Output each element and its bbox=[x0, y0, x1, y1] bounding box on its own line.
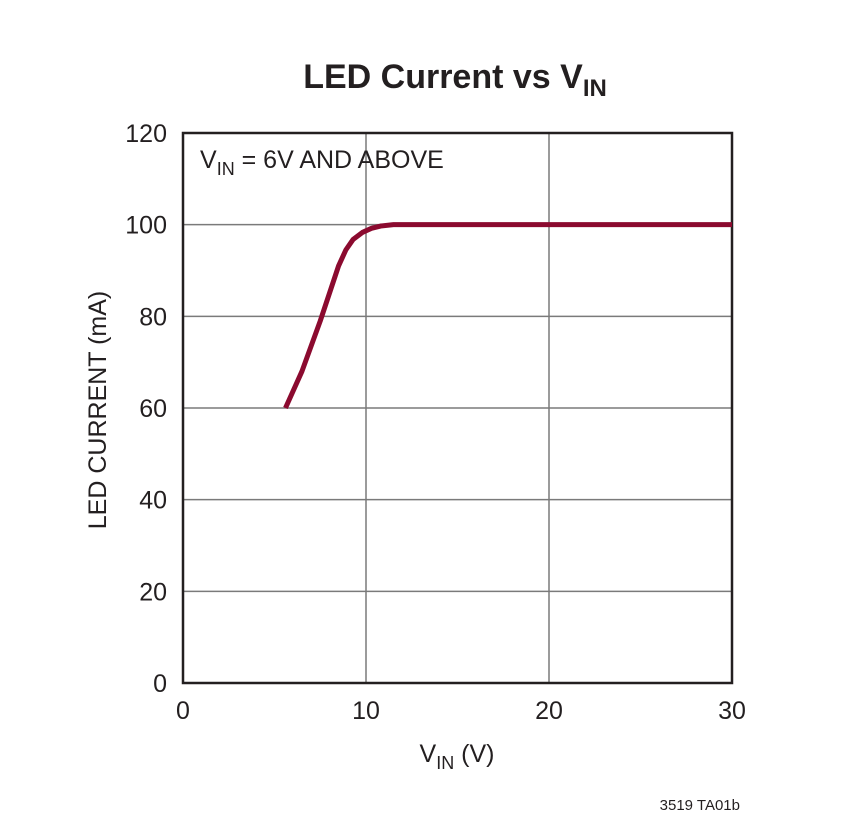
x-tick-label: 10 bbox=[352, 697, 380, 725]
x-tick-label: 20 bbox=[535, 697, 563, 725]
y-tick-label: 80 bbox=[139, 303, 167, 331]
series-line-0 bbox=[283, 222, 732, 410]
x-axis-label: VIN (V) bbox=[420, 740, 495, 773]
chart-title-sub: IN bbox=[583, 75, 607, 102]
x-axis-label-unit: (V) bbox=[454, 740, 494, 768]
annotation: VIN = 6V AND ABOVE bbox=[200, 146, 444, 179]
x-axis-label-main: V bbox=[420, 740, 437, 768]
x-tick-label: 0 bbox=[176, 697, 190, 725]
x-tick-label: 30 bbox=[718, 697, 746, 725]
y-tick-label: 120 bbox=[125, 120, 167, 148]
annotation-rest: = 6V AND ABOVE bbox=[235, 146, 444, 174]
chart-title-main: LED Current vs V bbox=[303, 58, 583, 96]
series-group bbox=[283, 222, 732, 410]
x-axis-label-sub: IN bbox=[436, 753, 454, 773]
y-tick-label: 0 bbox=[153, 670, 167, 698]
annotation-sub: IN bbox=[217, 159, 235, 179]
y-axis-label: LED CURRENT (mA) bbox=[84, 291, 112, 529]
y-tick-label: 100 bbox=[125, 212, 167, 240]
plot-frame bbox=[181, 131, 734, 685]
chart-title: LED Current vs VIN bbox=[303, 58, 607, 102]
y-tick-label: 20 bbox=[139, 578, 167, 606]
y-tick-label: 40 bbox=[139, 487, 167, 515]
annotation-main: V bbox=[200, 146, 217, 174]
figure-code: 3519 TA01b bbox=[660, 797, 740, 814]
grid-lines bbox=[183, 133, 732, 683]
y-tick-label: 60 bbox=[139, 395, 167, 423]
tick-labels: 0 10 20 30 0 20 40 60 80 100 120 bbox=[125, 120, 746, 725]
